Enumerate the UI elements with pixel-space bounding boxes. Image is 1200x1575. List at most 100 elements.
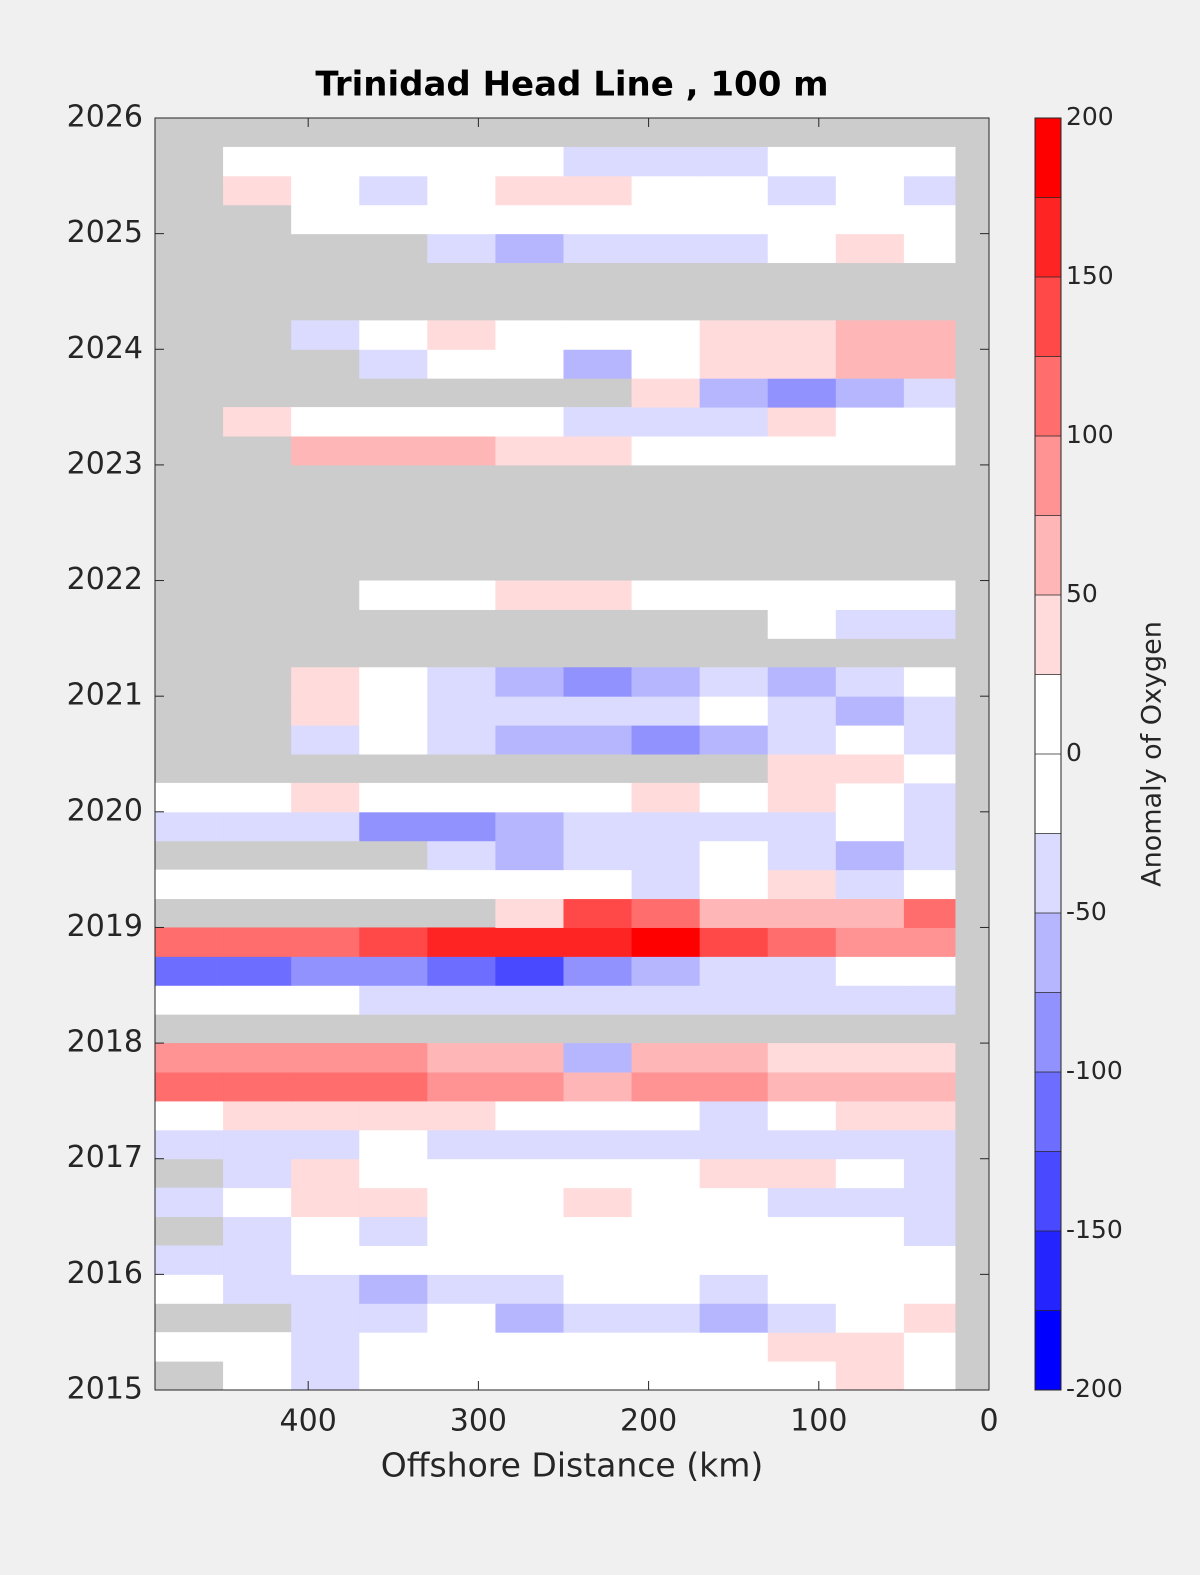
contour-cell	[835, 782, 905, 813]
contour-cell	[631, 1216, 701, 1246]
contour-cell	[155, 1129, 224, 1160]
contour-cell	[699, 927, 769, 957]
contour-cell	[631, 320, 701, 350]
contour-cell	[767, 580, 837, 610]
contour-cell	[903, 956, 956, 986]
contour-cell	[291, 869, 360, 900]
contour-cell	[495, 985, 564, 1015]
contour-cell	[291, 204, 360, 235]
colorbar-label: Anomaly of Oxygen	[1137, 621, 1168, 887]
contour-cell	[835, 811, 905, 842]
contour-cell	[699, 1303, 769, 1333]
contour-cell	[223, 1332, 292, 1362]
contour-cell	[495, 349, 564, 379]
contour-cell	[427, 956, 496, 986]
contour-cell	[631, 204, 701, 235]
contour-cell	[291, 1043, 360, 1073]
contour-cell	[767, 811, 837, 842]
contour-cell	[291, 811, 360, 842]
contour-cell	[427, 1187, 496, 1218]
contour-cell	[291, 1216, 360, 1246]
contour-cell	[767, 1303, 837, 1333]
contour-cell	[631, 1129, 701, 1160]
contour-cell	[427, 233, 496, 264]
contour-cell	[427, 1274, 496, 1304]
colorbar-band	[1035, 515, 1061, 595]
contour-cell	[359, 1129, 428, 1160]
contour-cell	[767, 956, 837, 986]
contour-cell	[835, 754, 905, 784]
contour-cell	[427, 1072, 496, 1102]
contour-cell	[767, 1332, 837, 1362]
contour-cell	[767, 407, 837, 437]
colorbar-band	[1035, 197, 1061, 277]
contour-cell	[835, 725, 905, 755]
contour-cell	[699, 1158, 769, 1189]
contour-cell	[767, 1072, 837, 1102]
contour-cell	[631, 175, 701, 206]
contour-cell	[291, 1129, 360, 1160]
contour-cell	[427, 840, 496, 871]
contour-cell	[699, 1245, 769, 1275]
contour-cell	[359, 696, 428, 726]
contour-cell	[835, 1245, 905, 1275]
contour-cell	[495, 1361, 564, 1391]
x-axis-label: Offshore Distance (km)	[381, 1446, 763, 1485]
contour-cell	[359, 927, 428, 957]
contour-cell	[835, 175, 905, 206]
contour-cell	[495, 1129, 564, 1160]
contour-cell	[427, 580, 496, 610]
contour-cell	[767, 1216, 837, 1246]
contour-cell	[291, 1245, 360, 1275]
contour-cell	[835, 1043, 905, 1073]
colorbar-band	[1035, 674, 1061, 754]
contour-cell	[767, 1129, 837, 1160]
contour-cell	[903, 811, 956, 842]
contour-cell	[223, 1129, 292, 1160]
contour-cell	[835, 609, 905, 639]
colorbar-tick-label: -150	[1066, 1215, 1123, 1244]
contour-cell	[835, 1187, 905, 1218]
contour-cell	[563, 204, 633, 235]
colorbar-band	[1035, 1151, 1061, 1231]
contour-cell	[767, 754, 837, 784]
contour-cell	[359, 667, 428, 697]
contour-cell	[359, 811, 428, 842]
colorbar-tick-label: 100	[1066, 420, 1114, 449]
contour-cell	[903, 1158, 956, 1189]
contour-cell	[359, 1187, 428, 1218]
contour-cell	[631, 811, 701, 842]
contour-cell	[631, 580, 701, 610]
contour-cell	[563, 1303, 633, 1333]
contour-cell	[495, 782, 564, 813]
contour-cell	[155, 1187, 224, 1218]
contour-cell	[835, 869, 905, 900]
contour-cell	[495, 1303, 564, 1333]
contour-cell	[835, 1158, 905, 1189]
y-tick-label: 2015	[67, 1372, 143, 1407]
contour-cell	[427, 204, 496, 235]
contour-cell	[155, 782, 224, 813]
contour-cell	[835, 436, 905, 466]
contour-cell	[903, 1043, 956, 1073]
contour-cell	[699, 811, 769, 842]
contour-cell	[903, 927, 956, 957]
colorbar-tick-label: -200	[1066, 1374, 1123, 1403]
contour-cell	[359, 782, 428, 813]
contour-cell	[359, 1274, 428, 1304]
contour-cell	[699, 840, 769, 871]
contour-cell	[427, 1129, 496, 1160]
contour-cell	[427, 1332, 496, 1362]
contour-cell	[155, 1274, 224, 1304]
contour-cell	[699, 1129, 769, 1160]
contour-cell	[631, 407, 701, 437]
contour-cell	[427, 146, 496, 177]
contour-cell	[835, 927, 905, 957]
contour-cell	[155, 811, 224, 842]
contour-cell	[427, 1043, 496, 1073]
contour-cell	[291, 696, 360, 726]
y-tick-label: 2019	[67, 909, 143, 944]
contour-cell	[699, 869, 769, 900]
contour-cell	[155, 1072, 224, 1102]
contour-cell	[631, 782, 701, 813]
